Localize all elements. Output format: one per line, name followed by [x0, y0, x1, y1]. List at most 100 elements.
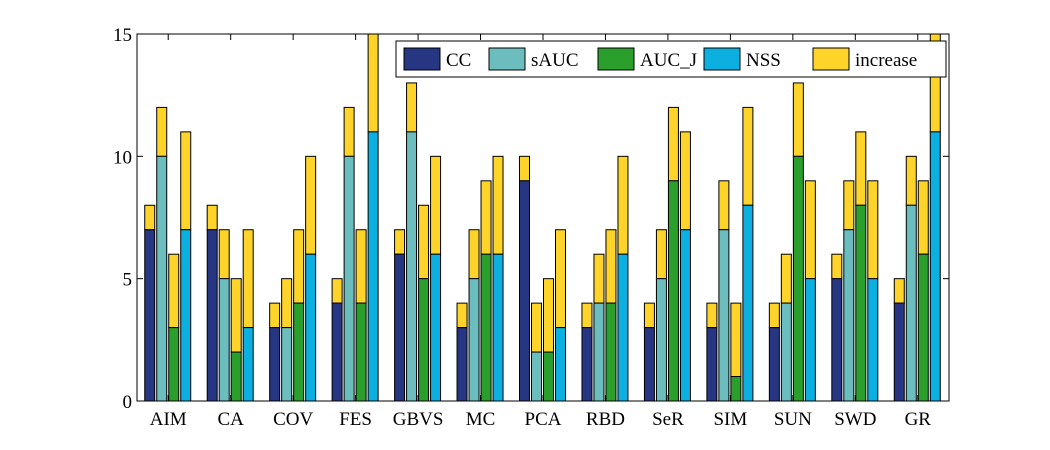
bar-increase-RBD-NSS: [617, 155, 629, 255]
bar-increase-COV-NSS: [305, 155, 317, 255]
legend-label-AUC_J: AUC_J: [640, 50, 697, 71]
bar-increase-COV-sAUC: [281, 278, 293, 329]
bar-GBVS-CC: [394, 253, 406, 402]
bar-increase-SWD-CC: [831, 253, 843, 280]
bar-PCA-sAUC: [531, 351, 542, 402]
bar-increase-PCA-NSS: [555, 229, 566, 329]
bar-SIM-NSS: [742, 204, 754, 402]
bar-CA-NSS: [242, 327, 254, 402]
legend-label-NSS: NSS: [746, 50, 781, 71]
bar-COV-NSS: [305, 253, 317, 402]
bar-increase-SIM-sAUC: [718, 180, 730, 231]
legend-label-increase: increase: [855, 50, 917, 71]
bar-GBVS-AUC_J: [418, 278, 430, 402]
y-axis-ticks: 0 5 10 15: [113, 25, 949, 413]
legend-swatch-CC: [403, 47, 441, 71]
bar-increase-SIM-NSS: [742, 106, 754, 206]
legend-swatch-AUC_J: [597, 47, 635, 71]
legend-swatch-increase: [812, 47, 850, 71]
bar-increase-MC-NSS: [492, 155, 504, 255]
bar-increase-GR-CC: [893, 278, 905, 304]
bar-increase-SWD-sAUC: [843, 180, 855, 231]
x-tick-label: PCA: [525, 409, 562, 430]
bar-increase-SUN-NSS: [804, 180, 816, 280]
bars-layer: [144, 33, 941, 402]
bar-MC-NSS: [492, 253, 504, 402]
bar-SIM-CC: [706, 327, 718, 402]
bar-increase-SIM-AUC_J: [730, 302, 742, 378]
bar-GBVS-NSS: [430, 253, 442, 402]
y-tick-label: 0: [123, 392, 133, 413]
bar-increase-CA-NSS: [242, 229, 254, 329]
bar-increase-SUN-AUC_J: [792, 82, 804, 157]
bar-increase-GBVS-NSS: [430, 155, 442, 255]
x-tick-label: SUN: [774, 409, 812, 430]
bar-increase-AIM-AUC_J: [168, 253, 180, 329]
bar-increase-SeR-CC: [643, 302, 655, 329]
bar-SUN-NSS: [804, 278, 816, 402]
x-tick-label: RBD: [586, 409, 625, 430]
bar-increase-GR-sAUC: [905, 155, 917, 206]
bar-FES-CC: [331, 302, 343, 402]
bar-PCA-NSS: [555, 327, 566, 402]
bar-increase-RBD-AUC_J: [605, 229, 617, 304]
bar-RBD-CC: [581, 327, 593, 402]
bar-increase-MC-AUC_J: [480, 180, 492, 255]
bar-increase-COV-CC: [269, 302, 281, 329]
bar-PCA-AUC_J: [543, 351, 554, 402]
y-tick-label: 10: [113, 147, 132, 168]
bar-SeR-sAUC: [655, 278, 667, 402]
bar-increase-FES-AUC_J: [355, 229, 367, 304]
x-tick-label: AIM: [150, 409, 187, 430]
bar-GR-AUC_J: [917, 253, 929, 402]
y-tick-label: 15: [113, 25, 132, 46]
x-tick-label: MC: [466, 409, 496, 430]
bar-increase-SIM-CC: [706, 302, 718, 329]
bar-increase-AIM-CC: [144, 204, 156, 231]
bar-SWD-NSS: [867, 278, 879, 402]
bar-COV-AUC_J: [293, 302, 305, 402]
bar-increase-AIM-NSS: [180, 131, 192, 231]
bar-increase-PCA-sAUC: [531, 302, 542, 353]
bar-increase-SWD-NSS: [867, 180, 879, 280]
bar-GR-CC: [893, 302, 905, 402]
bar-FES-sAUC: [343, 155, 355, 402]
bar-MC-CC: [456, 327, 468, 402]
bar-AIM-CC: [144, 229, 156, 402]
bar-increase-FES-NSS: [367, 33, 379, 133]
bar-MC-AUC_J: [480, 253, 492, 402]
legend-label-sAUC: sAUC: [531, 50, 579, 71]
legend-swatch-NSS: [703, 47, 741, 71]
bar-increase-COV-AUC_J: [293, 229, 305, 304]
legend-box: [395, 40, 947, 78]
bar-increase-GBVS-sAUC: [406, 82, 418, 133]
x-tick-label: SWD: [834, 409, 876, 430]
plot-frame: [136, 33, 950, 402]
bar-GR-sAUC: [905, 204, 917, 402]
bar-increase-CA-CC: [206, 204, 218, 231]
x-tick-label: GR: [905, 409, 932, 430]
bar-AIM-sAUC: [156, 155, 168, 402]
bar-increase-RBD-sAUC: [593, 253, 605, 304]
bar-increase-CA-AUC_J: [230, 278, 242, 353]
bar-SIM-sAUC: [718, 229, 730, 402]
y-tick-label: 5: [123, 270, 133, 291]
legend-label-CC: CC: [446, 50, 471, 71]
x-tick-label: COV: [273, 409, 313, 430]
bar-increase-SUN-CC: [768, 302, 780, 329]
bar-CA-AUC_J: [230, 351, 242, 402]
bar-SeR-NSS: [679, 229, 691, 402]
bar-SUN-sAUC: [780, 302, 792, 402]
bar-RBD-AUC_J: [605, 302, 617, 402]
bar-increase-CA-sAUC: [218, 229, 230, 280]
bar-increase-AIM-sAUC: [156, 106, 168, 157]
bar-FES-AUC_J: [355, 302, 367, 402]
bar-CA-CC: [206, 229, 218, 402]
bar-increase-FES-sAUC: [343, 106, 355, 157]
bar-increase-GR-AUC_J: [917, 180, 929, 255]
bar-increase-GBVS-CC: [394, 229, 406, 255]
bar-increase-MC-CC: [456, 302, 468, 329]
bar-GBVS-sAUC: [406, 131, 418, 402]
x-tick-label: SeR: [652, 409, 684, 430]
bar-CA-sAUC: [218, 278, 230, 402]
